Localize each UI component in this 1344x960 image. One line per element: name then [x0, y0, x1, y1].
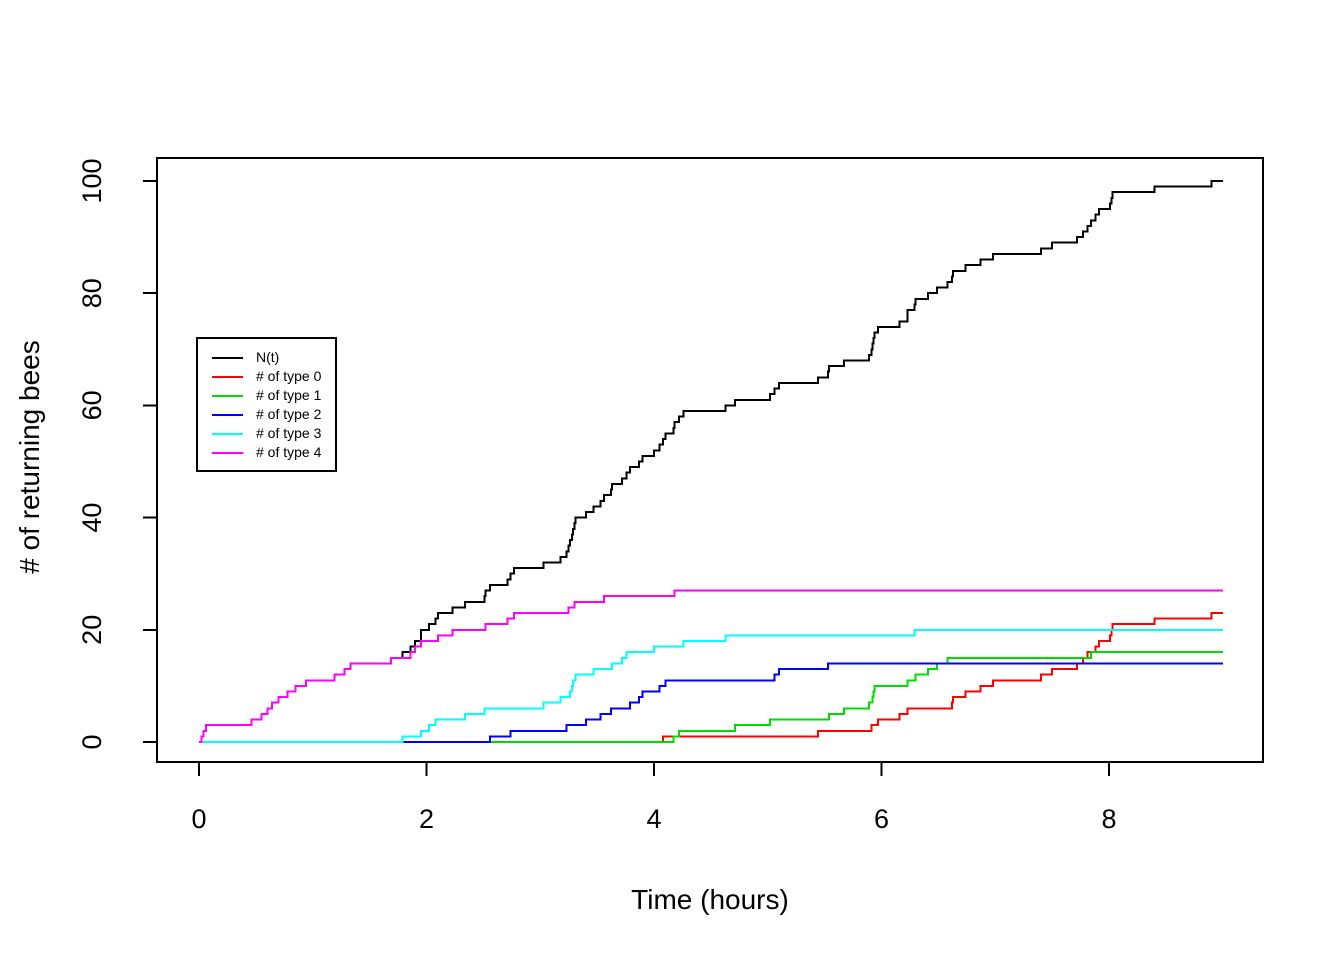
legend-label: # of type 4 — [256, 444, 322, 460]
legend-label: # of type 3 — [256, 425, 322, 441]
y-tick-label: 20 — [77, 615, 107, 645]
legend-label: N(t) — [256, 349, 280, 365]
legend-item-1: # of type 0 — [198, 367, 335, 386]
y-tick-label: 80 — [77, 278, 107, 308]
legend-line-sample — [212, 375, 243, 378]
y-axis-title: # of returning bees — [14, 340, 45, 574]
legend-label: # of type 0 — [256, 368, 322, 384]
legend-line-sample — [212, 451, 243, 454]
plot-border — [156, 157, 1264, 763]
series-line-# of type 4 — [199, 589, 1223, 743]
y-tick-label: 40 — [77, 503, 107, 533]
legend-line-sample — [212, 394, 243, 397]
legend-item-0: N(t) — [198, 348, 335, 367]
x-tick-label: 0 — [191, 804, 206, 834]
legend-item-2: # of type 1 — [198, 386, 335, 405]
legend-box: N(t) # of type 0 # of type 1 # of type 2 # o… — [196, 337, 337, 472]
series-line-# of type 1 — [199, 651, 1223, 743]
legend-line-sample — [212, 432, 243, 435]
x-axis-title: Time (hours) — [631, 884, 789, 915]
legend-item-3: # of type 2 — [198, 405, 335, 424]
y-tick-label: 100 — [77, 158, 107, 203]
series-line-# of type 2 — [199, 662, 1223, 743]
x-tick-label: 6 — [874, 804, 889, 834]
legend-item-4: # of type 3 — [198, 424, 335, 443]
legend-line-sample — [212, 413, 243, 416]
y-tick-label: 0 — [77, 734, 107, 749]
legend-item-5: # of type 4 — [198, 443, 335, 462]
series-line-# of type 3 — [199, 628, 1223, 743]
x-tick-label: 4 — [646, 804, 661, 834]
legend-label: # of type 1 — [256, 387, 322, 403]
series-line-# of type 0 — [199, 611, 1223, 743]
x-tick-label: 2 — [419, 804, 434, 834]
x-tick-label: 8 — [1101, 804, 1116, 834]
legend-label: # of type 2 — [256, 406, 322, 422]
legend-line-sample — [212, 356, 243, 359]
y-tick-label: 60 — [77, 390, 107, 420]
